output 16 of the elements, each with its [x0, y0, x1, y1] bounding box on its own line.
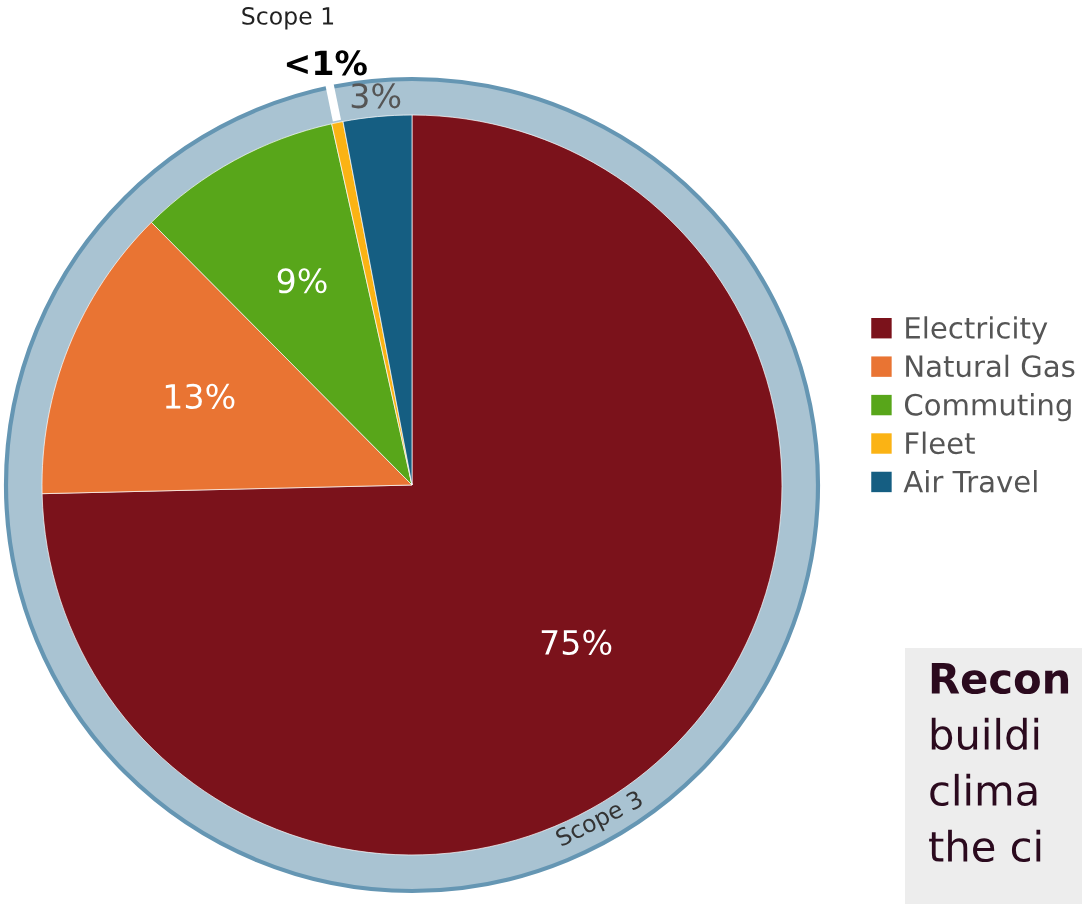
legend-label: Air Travel — [903, 469, 1037, 493]
legend-label: Commuting — [904, 393, 1071, 422]
text: buildi — [931, 717, 1039, 751]
legend-label: Electricity — [906, 316, 1048, 345]
text: the ci — [929, 829, 1041, 863]
pie-slice — [41, 114, 783, 856]
data-label: <1% — [286, 50, 367, 76]
legend-label: Natural Gas — [906, 354, 1075, 378]
data-label: 75% — [541, 629, 612, 655]
data-label: 13% — [165, 383, 235, 409]
legend-label: Fleet — [906, 431, 975, 455]
text: Recon — [931, 663, 1069, 695]
data-label: 3% — [351, 83, 401, 109]
text: Scope 1 — [242, 6, 334, 30]
text: clima — [930, 773, 1037, 807]
data-label: 9% — [277, 268, 327, 294]
